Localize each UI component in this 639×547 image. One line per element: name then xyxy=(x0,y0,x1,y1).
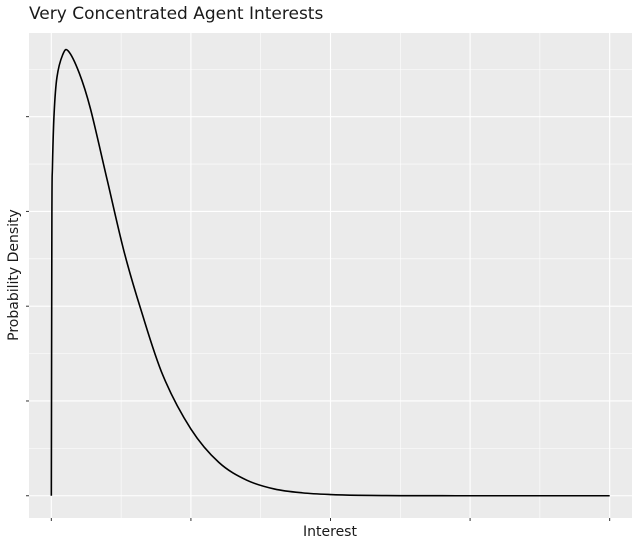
axis-ticks xyxy=(26,116,611,521)
y-axis-label: Probability Density xyxy=(6,209,22,341)
chart-title: Very Concentrated Agent Interests xyxy=(29,4,323,24)
x-axis-label: Interest xyxy=(303,524,357,540)
series-line-density xyxy=(50,48,610,497)
